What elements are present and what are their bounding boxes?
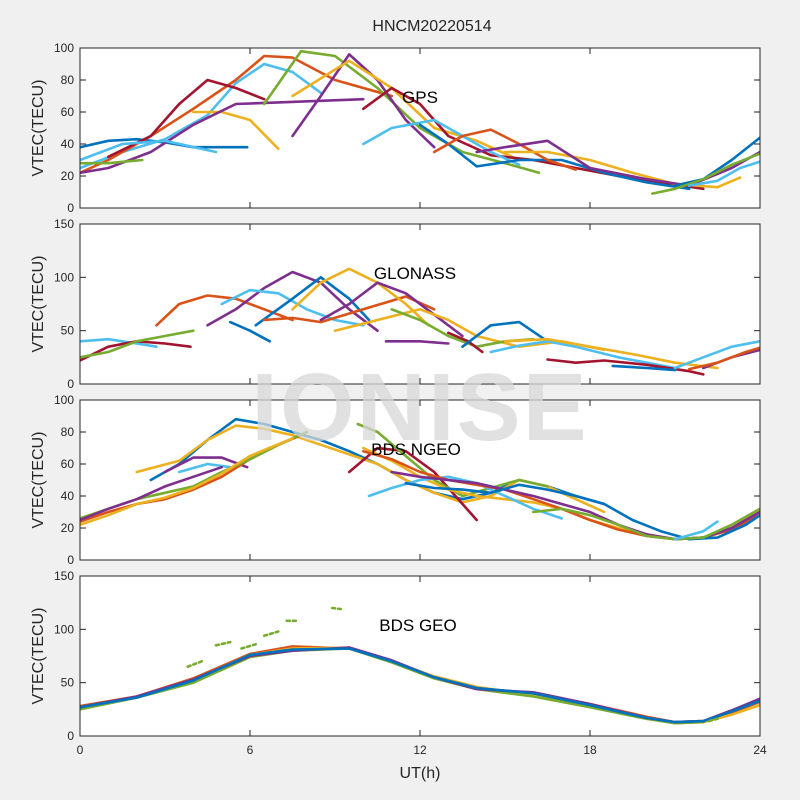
y-axis-label: VTEC(TECU) [30,432,47,529]
figure-title: HNCM20220514 [372,18,491,35]
panel-glonass: 0 50 100 150 VTEC(TECU) GLONASS [30,217,761,391]
y-tick-label: 150 [54,217,74,231]
series-fragment [330,606,343,611]
panel-label: BDS NGEO [371,440,461,459]
panel-bds-ngeo: 0 20 40 60 80 100 VTEC(TECU) BDS NGEO [30,393,761,567]
series-line [206,270,379,333]
series-line [220,288,365,327]
series-line [687,160,760,187]
series-line [163,456,249,474]
y-tick-label: 60 [61,457,75,471]
series-line [319,281,464,338]
series-line [192,110,280,151]
panel-bds-geo: 0 6 12 18 24 0 50 100 150 VTEC(TECU) BDS GEO [30,569,767,757]
series-line [531,507,760,541]
x-axis-label: UT(h) [400,765,441,782]
series-line [367,475,564,520]
series-line [611,364,677,372]
series-line [384,339,450,345]
series-line [432,128,578,171]
series-fragment [262,630,280,638]
y-tick-label: 60 [61,105,75,119]
x-tick-label: 12 [413,743,427,757]
y-tick-label: 80 [61,425,75,439]
y-tick-label: 0 [67,553,74,567]
y-tick-label: 100 [54,393,74,407]
x-tick-label: 18 [583,743,597,757]
y-axis-label: VTEC(TECU) [30,80,47,177]
series-line [80,97,365,175]
y-tick-label: 0 [67,377,74,391]
panel-label: GLONASS [374,264,456,283]
series-line [228,320,272,343]
series-line [546,358,705,376]
y-tick-label: 100 [54,41,74,55]
series-fragment [214,640,232,647]
series-line [361,118,521,167]
series-line [155,294,294,327]
panel-gps: 0 20 40 60 80 100 VTEC(TECU) GPS [30,41,761,215]
x-tick-label: 0 [77,743,84,757]
series-line [673,339,760,370]
series-line [503,150,742,189]
series-line [262,295,436,324]
series-line [687,346,760,371]
y-tick-label: 150 [54,569,74,583]
series-line [489,339,677,370]
series-fragment [707,716,722,723]
panel-label: BDS GEO [379,616,456,635]
series-line [80,437,294,527]
series-line [254,275,371,327]
watermark: IONISE [251,354,588,461]
y-tick-label: 0 [67,201,74,215]
series-fragment [186,659,204,669]
series-line [475,139,760,187]
series-group [80,606,760,725]
x-tick-label: 6 [247,743,254,757]
series-line [80,337,158,349]
y-tick-label: 40 [61,137,75,151]
series-line [80,647,760,724]
x-tick-label: 24 [753,743,767,757]
y-axis-label: VTEC(TECU) [30,256,47,353]
y-tick-label: 80 [61,73,75,87]
series-line [673,136,760,187]
series-line [650,152,760,195]
series-line [503,337,719,370]
y-tick-label: 100 [54,622,74,636]
series-line [80,158,144,165]
series-line [80,139,218,162]
series-group [80,267,760,376]
series-line [291,59,521,162]
series-line [80,329,195,359]
series-line [107,78,266,159]
series-line [80,465,223,522]
series-group [80,417,760,541]
y-tick-label: 0 [67,729,74,743]
series-line [461,320,549,349]
series-line [404,481,760,541]
plot-area [80,576,760,736]
y-axis-label: VTEC(TECU) [30,608,47,705]
y-tick-label: 20 [61,521,75,535]
y-tick-label: 40 [61,489,75,503]
y-tick-label: 20 [61,169,75,183]
series-line [418,123,691,191]
series-line [177,462,232,474]
panel-label: GPS [402,88,438,107]
series-line [673,520,719,541]
y-tick-label: 100 [54,270,74,284]
series-line [80,54,394,175]
series-group [80,49,760,195]
series-line [361,86,705,191]
series-line [291,267,430,327]
y-tick-label: 50 [61,324,75,338]
series-fragment [240,642,257,650]
y-tick-label: 50 [61,676,75,690]
